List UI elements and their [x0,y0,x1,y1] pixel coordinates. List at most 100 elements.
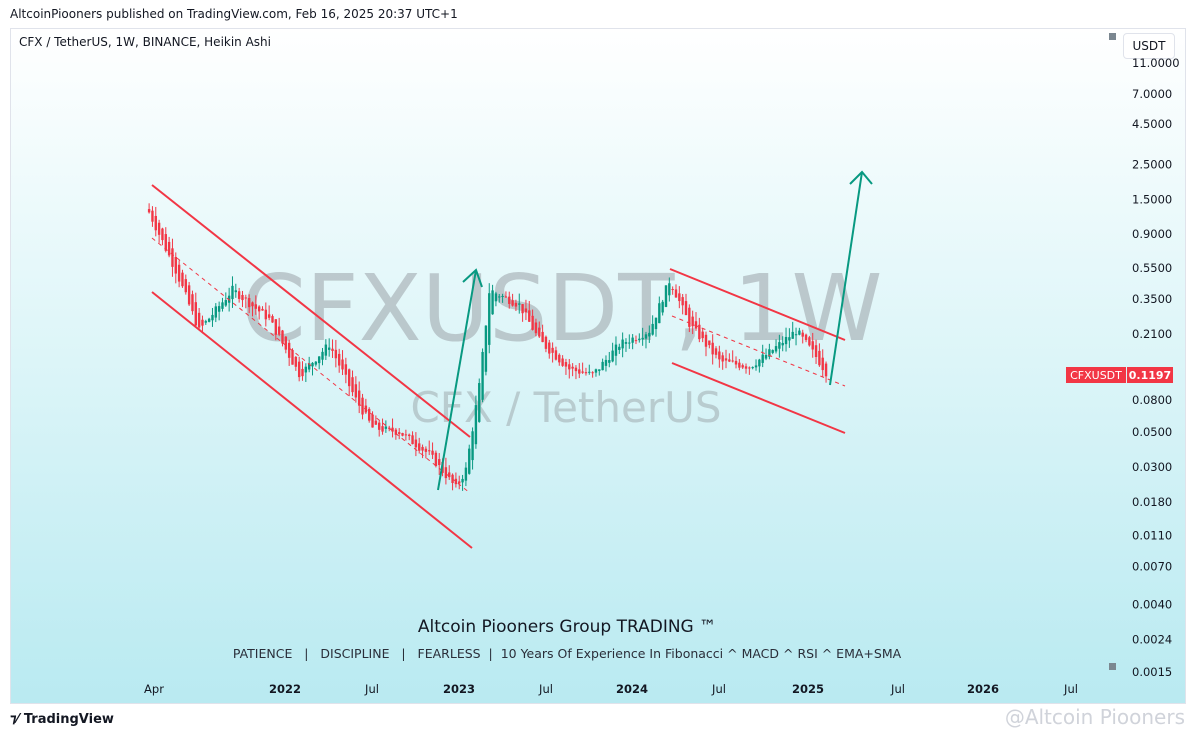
y-tick-label: 2.5000 [1132,157,1172,171]
candle-body [231,285,234,300]
candle-body [588,371,591,373]
x-tick-label: 2026 [967,682,999,696]
candle-body [491,290,494,315]
y-tick-label: 0.0300 [1132,460,1172,474]
candle-body [414,439,418,448]
candle-body [731,360,734,362]
channel-upper-line [669,268,846,341]
candle-body [284,336,288,350]
candle-body [511,300,514,306]
scroll-handle-bottom[interactable] [1109,663,1116,670]
candle-body [237,291,241,299]
candle-body [167,241,171,256]
descending-channel-2[interactable] [669,268,846,434]
scroll-handle-top[interactable] [1109,33,1116,40]
candle-body [711,342,714,355]
candle-body [464,467,468,481]
y-tick-label: 0.0110 [1132,528,1172,542]
candle-body [277,326,281,335]
chart-pane[interactable]: CFX / TetherUS, 1W, BINANCE, Heikin Ashi… [10,28,1186,704]
arrow-2[interactable] [829,170,873,386]
candle-body [171,248,174,267]
candle-body [561,358,564,366]
candle-body [708,340,711,346]
candle-body [671,289,674,291]
candle-body [661,301,664,313]
candle-body [774,346,778,352]
candle-body [201,319,204,326]
y-tick-label: 0.0070 [1132,559,1172,573]
candle-body [274,319,278,335]
candle-body [221,302,224,309]
candle-body [214,306,218,318]
candle-body [281,330,284,344]
candle-body [287,342,291,358]
tradingview-logo[interactable]: ⁊⁄ TradingView [10,712,114,727]
y-tick-label: 0.0024 [1132,633,1172,647]
candle-body [311,362,314,367]
candle-body [694,321,698,329]
candle-body [581,371,584,373]
candle-body [468,448,471,474]
candle-body [698,324,701,340]
candle-body [614,344,618,356]
candle-body [501,295,504,297]
candle-body [478,383,481,422]
candle-body [337,353,341,366]
candle-body [354,384,358,398]
svg-text:CFXUSDT: CFXUSDT [1070,369,1122,382]
x-tick-label: Jul [711,682,726,696]
candle-body [688,307,691,327]
candle-body [794,334,798,336]
candle-body [621,339,624,349]
candle-body [811,341,814,350]
candle-body [471,431,474,461]
candle-body [324,344,328,356]
x-tick-label: 2024 [616,682,648,696]
candle-body [384,426,388,429]
candle-body [598,369,601,371]
candle-body [378,422,381,430]
candle-body [151,210,154,222]
candle-body [521,304,524,314]
candle-body [634,340,638,342]
candle-body [681,297,684,306]
candle-body [758,359,761,367]
candle-body [264,309,268,320]
candle-body [571,366,574,369]
candle-body [644,334,648,339]
candle-body [301,368,304,377]
candle-body [824,363,828,377]
candle-body [551,347,554,353]
y-tick-label: 0.0800 [1132,393,1172,407]
candle-body [418,443,421,451]
candle-body [641,337,644,340]
candle-body [211,314,214,321]
descending-channel-1[interactable] [151,184,473,549]
candle-body [618,346,621,350]
candle-body [474,405,478,445]
candle-body [578,369,581,374]
candle-body [351,377,354,393]
candle-body [701,331,704,339]
candle-body [591,372,594,374]
arrow-1[interactable] [437,268,483,491]
candle-body [247,297,251,308]
candle-body [347,369,351,387]
candle-body [528,310,531,322]
currency-button[interactable]: USDT [1123,33,1175,59]
candle-body [574,367,578,372]
candle-body [821,357,824,371]
candle-body [297,361,301,378]
candle-body [344,364,348,375]
candle-body [207,318,211,322]
candle-body [458,481,461,484]
candle-body [601,361,604,371]
candle-body [648,332,651,337]
candle-body [518,303,521,305]
candle-body [394,429,398,435]
candle-body [604,359,608,366]
candle-body [371,414,374,428]
candle-body [381,426,384,432]
